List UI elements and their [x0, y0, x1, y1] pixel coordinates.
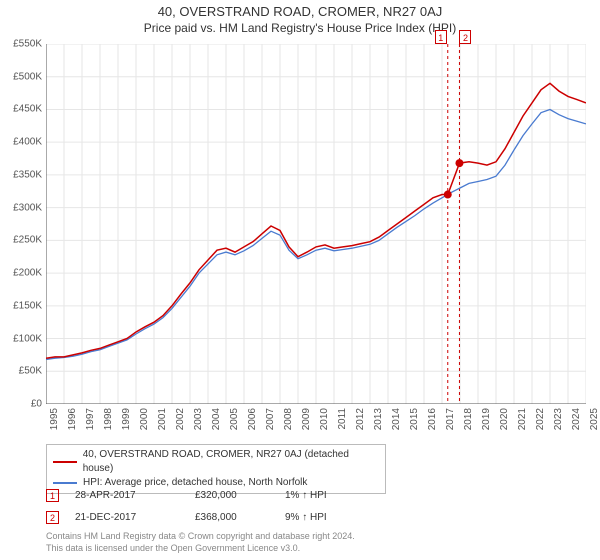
- x-tick-label: 2008: [283, 408, 294, 430]
- transaction-date: 28-APR-2017: [75, 490, 195, 501]
- transaction-row: 2 21-DEC-2017£368,0009% ↑ HPI: [46, 506, 375, 528]
- x-tick-label: 1998: [103, 408, 114, 430]
- x-tick-label: 2021: [517, 408, 528, 430]
- legend-swatch: [53, 461, 77, 463]
- transaction-row: 1 28-APR-2017£320,0001% ↑ HPI: [46, 484, 375, 506]
- transactions-table: 1 28-APR-2017£320,0001% ↑ HPI 2 21-DEC-2017…: [46, 484, 375, 528]
- x-tick-label: 2000: [139, 408, 150, 430]
- x-tick-label: 1999: [121, 408, 132, 430]
- page-subtitle: Price paid vs. HM Land Registry's House …: [0, 19, 600, 39]
- y-tick-label: £550K: [2, 39, 42, 50]
- y-tick-label: £0: [2, 399, 42, 410]
- page-title: 40, OVERSTRAND ROAD, CROMER, NR27 0AJ: [0, 0, 600, 19]
- transaction-pct: 9% ↑ HPI: [285, 512, 375, 523]
- x-tick-label: 2012: [355, 408, 366, 430]
- x-tick-label: 2004: [211, 408, 222, 430]
- x-tick-label: 2024: [571, 408, 582, 430]
- transaction-price: £368,000: [195, 512, 285, 523]
- x-tick-label: 2017: [445, 408, 456, 430]
- y-tick-label: £450K: [2, 104, 42, 115]
- y-tick-label: £250K: [2, 235, 42, 246]
- transaction-badge: 1: [46, 489, 59, 502]
- x-tick-label: 2014: [391, 408, 402, 430]
- legend-item: 40, OVERSTRAND ROAD, CROMER, NR27 0AJ (d…: [53, 448, 379, 476]
- footer-attribution: Contains HM Land Registry data © Crown c…: [46, 530, 355, 554]
- x-tick-label: 2025: [589, 408, 600, 430]
- footer-line-1: Contains HM Land Registry data © Crown c…: [46, 530, 355, 542]
- x-tick-label: 2010: [319, 408, 330, 430]
- x-tick-label: 2001: [157, 408, 168, 430]
- transaction-date: 21-DEC-2017: [75, 512, 195, 523]
- y-tick-label: £350K: [2, 169, 42, 180]
- x-tick-label: 2006: [247, 408, 258, 430]
- x-tick-label: 2002: [175, 408, 186, 430]
- y-tick-label: £100K: [2, 333, 42, 344]
- y-tick-label: £50K: [2, 366, 42, 377]
- x-tick-label: 1996: [67, 408, 78, 430]
- transaction-pct: 1% ↑ HPI: [285, 490, 375, 501]
- x-tick-label: 2016: [427, 408, 438, 430]
- x-tick-label: 2003: [193, 408, 204, 430]
- y-tick-label: £300K: [2, 202, 42, 213]
- chart-area: [46, 44, 586, 404]
- y-tick-label: £200K: [2, 268, 42, 279]
- line-chart: [46, 44, 586, 404]
- x-tick-label: 2022: [535, 408, 546, 430]
- y-tick-label: £400K: [2, 137, 42, 148]
- x-tick-label: 2015: [409, 408, 420, 430]
- x-tick-label: 2023: [553, 408, 564, 430]
- x-tick-label: 2005: [229, 408, 240, 430]
- x-tick-label: 1995: [49, 408, 60, 430]
- x-tick-label: 2013: [373, 408, 384, 430]
- y-tick-label: £500K: [2, 71, 42, 82]
- transaction-price: £320,000: [195, 490, 285, 501]
- footer-line-2: This data is licensed under the Open Gov…: [46, 542, 355, 554]
- x-tick-label: 2007: [265, 408, 276, 430]
- x-tick-label: 1997: [85, 408, 96, 430]
- x-tick-label: 2018: [463, 408, 474, 430]
- x-tick-label: 2009: [301, 408, 312, 430]
- y-tick-label: £150K: [2, 300, 42, 311]
- transaction-badge: 2: [46, 511, 59, 524]
- x-tick-label: 2019: [481, 408, 492, 430]
- x-tick-label: 2011: [337, 408, 348, 430]
- legend-label: 40, OVERSTRAND ROAD, CROMER, NR27 0AJ (d…: [83, 448, 379, 476]
- x-tick-label: 2020: [499, 408, 510, 430]
